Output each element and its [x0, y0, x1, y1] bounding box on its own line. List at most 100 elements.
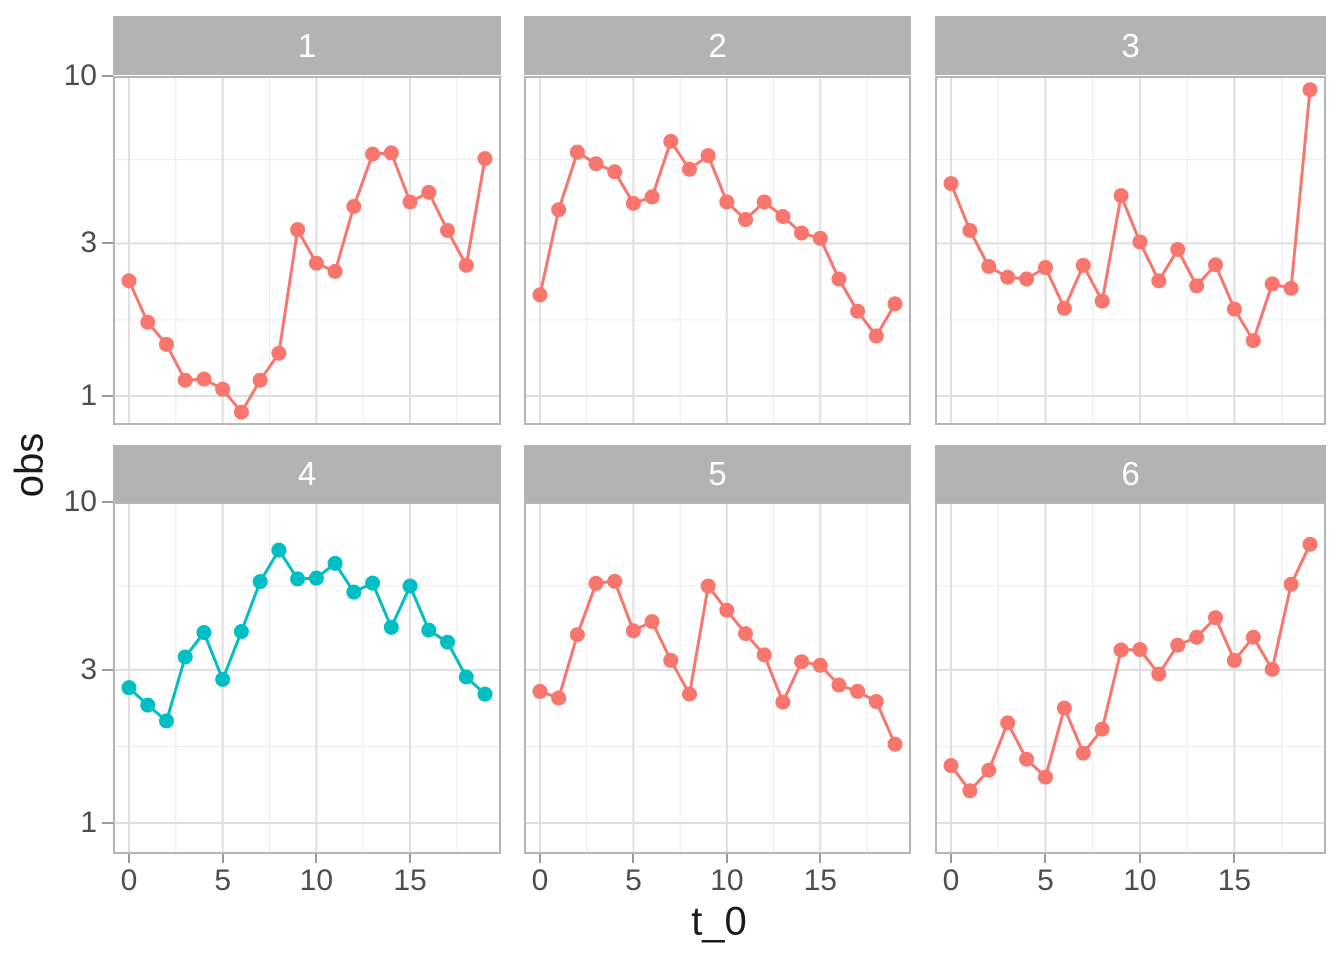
data-point — [1264, 276, 1280, 292]
data-point — [962, 783, 978, 799]
facet-strip-label: 3 — [1121, 26, 1140, 64]
facet-panel-1 — [113, 76, 501, 425]
x-axis-tick — [725, 854, 728, 863]
data-point — [1075, 257, 1091, 273]
facet-panel-6 — [935, 502, 1326, 854]
data-point — [327, 263, 343, 279]
facet-strip: 1 — [113, 16, 501, 75]
data-point — [681, 686, 697, 702]
data-point — [1189, 629, 1205, 645]
data-point — [1226, 652, 1242, 668]
facet-panel-2 — [524, 76, 911, 425]
data-point — [158, 713, 174, 729]
data-point — [290, 222, 306, 238]
y-axis-tick — [102, 395, 113, 397]
data-point — [1151, 666, 1167, 682]
data-point — [700, 578, 716, 594]
data-point — [1170, 637, 1186, 653]
data-point — [271, 345, 287, 361]
data-point — [532, 287, 548, 303]
data-point — [1037, 769, 1053, 785]
data-point — [233, 404, 249, 420]
facet-panel-5 — [524, 502, 911, 854]
data-point — [625, 623, 641, 639]
data-point — [644, 189, 660, 205]
data-point — [588, 156, 604, 172]
x-tick-label: 0 — [531, 864, 549, 897]
data-point — [1094, 293, 1110, 309]
data-point — [233, 623, 249, 639]
x-tick-label: 15 — [803, 864, 837, 897]
data-point — [719, 602, 735, 618]
x-tick-label: 15 — [1217, 864, 1252, 897]
data-point — [402, 194, 418, 210]
data-point — [607, 164, 623, 180]
data-point — [215, 381, 231, 397]
data-point — [1037, 260, 1053, 276]
data-point — [402, 578, 418, 594]
data-point — [607, 573, 623, 589]
panel-border — [935, 502, 1326, 854]
data-point — [569, 144, 585, 160]
data-point — [140, 697, 156, 713]
data-point — [1075, 745, 1091, 761]
data-point — [812, 230, 828, 246]
data-point — [1151, 273, 1167, 289]
data-point — [158, 336, 174, 352]
series-line — [538, 579, 897, 746]
data-point — [177, 372, 193, 388]
data-point — [440, 634, 456, 650]
x-tick-label: 10 — [1123, 864, 1157, 897]
data-point — [346, 584, 362, 600]
panel-border — [113, 502, 501, 854]
facet-panel-3 — [935, 76, 1326, 425]
data-point — [1132, 642, 1148, 658]
y-axis-tick — [102, 242, 113, 245]
data-point — [1302, 536, 1318, 552]
data-point — [346, 199, 362, 215]
data-point — [850, 303, 866, 319]
data-point — [1226, 301, 1242, 317]
data-point — [458, 669, 474, 685]
data-point — [719, 194, 735, 210]
panel-border — [524, 76, 911, 425]
data-point — [196, 625, 212, 641]
plot-area — [113, 502, 501, 854]
facet-strip-label: 2 — [708, 26, 727, 64]
data-point — [887, 296, 903, 312]
facet-strip-label: 6 — [1121, 454, 1140, 492]
x-axis-tick — [950, 854, 952, 863]
data-point — [308, 570, 324, 586]
x-tick-label: 5 — [214, 864, 232, 897]
panel-border — [113, 76, 501, 425]
x-axis-tick — [819, 854, 822, 863]
data-point — [365, 146, 381, 162]
data-point — [775, 694, 791, 710]
data-point — [663, 652, 679, 668]
data-point — [215, 671, 231, 687]
x-axis-tick — [539, 854, 541, 863]
x-axis-tick — [1233, 854, 1236, 863]
plot-area — [935, 76, 1326, 425]
data-point — [458, 257, 474, 273]
data-point — [440, 222, 456, 238]
data-point — [252, 372, 268, 388]
data-point — [308, 255, 324, 271]
plot-area — [524, 502, 911, 854]
facet-strip-label: 1 — [297, 26, 317, 64]
plot-area — [113, 76, 501, 425]
data-point — [252, 574, 268, 590]
x-axis-tick — [409, 854, 412, 863]
data-point — [365, 575, 381, 591]
facet-panel-4 — [113, 502, 501, 854]
data-point — [943, 176, 959, 192]
data-point — [831, 271, 847, 287]
data-point — [831, 677, 847, 693]
data-point — [738, 212, 754, 228]
data-point — [177, 649, 193, 665]
data-point — [868, 328, 884, 344]
data-point — [532, 683, 548, 699]
facet-strip: 4 — [113, 445, 501, 502]
data-point — [196, 371, 212, 387]
data-point — [887, 736, 903, 752]
